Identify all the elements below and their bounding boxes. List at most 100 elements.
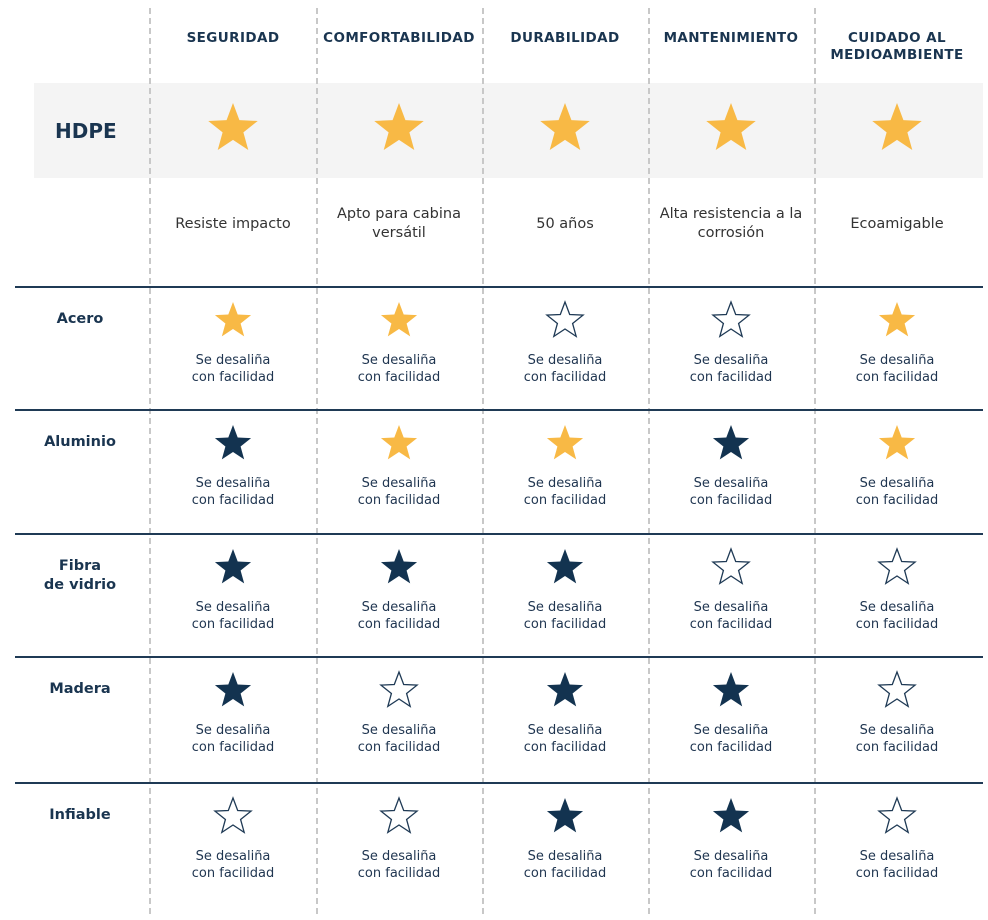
cell-note-line: Se desaliña (195, 476, 271, 491)
cell-note-line: con facilidad (357, 370, 441, 385)
row-separator (15, 286, 983, 288)
star-navy-icon (546, 798, 584, 833)
material-label: Madera (20, 680, 140, 699)
cell-note: Se desaliña con facilidad (153, 599, 313, 633)
star-navy-icon (214, 549, 252, 584)
star-gold-icon (872, 103, 922, 151)
cell-note-line: Se desaliña (361, 476, 437, 491)
cell-note-line: Se desaliña (361, 600, 437, 615)
star-navy-icon (214, 425, 252, 460)
cell-note: Se desaliña con facilidad (153, 475, 313, 509)
cell-note-line: con facilidad (357, 740, 441, 755)
hdpe-description: Alta resistencia a la corrosión (659, 206, 803, 241)
material-label-line: Acero (56, 311, 104, 327)
hdpe-description: Apto para cabina versátil (336, 206, 461, 241)
cell-note: Se desaliña con facilidad (319, 475, 479, 509)
cell-note-line: con facilidad (689, 493, 773, 508)
column-divider (814, 8, 816, 914)
star-navy-icon (712, 672, 750, 707)
row-separator (15, 409, 983, 411)
column-header-line: MANTENIMIENTO (663, 30, 799, 46)
star-navy-icon (546, 549, 584, 584)
star-outline-icon (379, 670, 419, 708)
cell-note-line: con facilidad (855, 617, 939, 632)
material-label-line: Infiable (49, 807, 111, 823)
cell-note-line: Se desaliña (361, 723, 437, 738)
cell-note-line: Se desaliña (195, 723, 271, 738)
star-gold-icon (374, 103, 424, 151)
cell-note-line: con facilidad (191, 370, 275, 385)
star-gold-icon (380, 425, 418, 460)
column-header: CUIDADO AL MEDIOAMBIENTE (817, 30, 977, 64)
star-outline-icon (213, 796, 253, 834)
cell-note-line: Se desaliña (693, 353, 769, 368)
cell-note-line: Se desaliña (527, 600, 603, 615)
material-label-line: Aluminio (44, 434, 116, 450)
cell-note-line: Se desaliña (361, 849, 437, 864)
cell-note-line: con facilidad (689, 617, 773, 632)
cell-note: Se desaliña con facilidad (319, 352, 479, 386)
cell-note: Se desaliña con facilidad (817, 722, 977, 756)
row-separator (15, 656, 983, 658)
cell-note-line: Se desaliña (859, 600, 935, 615)
cell-note-line: Se desaliña (195, 849, 271, 864)
cell-note-line: con facilidad (689, 866, 773, 881)
star-gold-icon (706, 103, 756, 151)
cell-note-line: Se desaliña (195, 353, 271, 368)
column-divider (482, 8, 484, 914)
cell-note-line: Se desaliña (195, 600, 271, 615)
cell-note: Se desaliña con facilidad (319, 848, 479, 882)
cell-note-line: Se desaliña (693, 476, 769, 491)
cell-note: Se desaliña con facilidad (485, 475, 645, 509)
cell-note-line: Se desaliña (859, 353, 935, 368)
column-divider (149, 8, 151, 914)
cell-note-line: Se desaliña (527, 353, 603, 368)
cell-note: Se desaliña con facilidad (153, 722, 313, 756)
cell-note-line: Se desaliña (693, 600, 769, 615)
star-outline-icon (379, 796, 419, 834)
cell-note-line: con facilidad (689, 370, 773, 385)
cell-note: Se desaliña con facilidad (817, 848, 977, 882)
cell-note-line: Se desaliña (361, 353, 437, 368)
cell-note-line: Se desaliña (527, 849, 603, 864)
cell-note-line: con facilidad (523, 866, 607, 881)
cell-note: Se desaliña con facilidad (651, 722, 811, 756)
cell-note-line: con facilidad (191, 866, 275, 881)
cell-note-line: con facilidad (523, 493, 607, 508)
cell-note-line: con facilidad (357, 617, 441, 632)
cell-note: Se desaliña con facilidad (485, 848, 645, 882)
material-label-line: Fibra (58, 558, 102, 574)
star-outline-icon (545, 300, 585, 338)
column-header-line: DURABILIDAD (510, 30, 620, 46)
cell-note: Se desaliña con facilidad (651, 352, 811, 386)
cell-note-line: con facilidad (191, 493, 275, 508)
hdpe-description: 50 años (536, 215, 594, 232)
cell-note-line: Se desaliña (693, 849, 769, 864)
column-header-line: SEGURIDAD (186, 30, 280, 46)
column-header: MANTENIMIENTO (651, 30, 811, 47)
star-navy-icon (380, 549, 418, 584)
column-header-line: MEDIOAMBIENTE (830, 47, 964, 63)
cell-note-line: con facilidad (855, 370, 939, 385)
column-header: DURABILIDAD (485, 30, 645, 47)
cell-note-line: Se desaliña (527, 476, 603, 491)
star-navy-icon (712, 798, 750, 833)
cell-note-line: Se desaliña (859, 723, 935, 738)
column-header-line: COMFORTABILIDAD (323, 30, 475, 46)
cell-note-line: Se desaliña (859, 476, 935, 491)
cell-note: Se desaliña con facilidad (651, 599, 811, 633)
cell-note: Se desaliña con facilidad (651, 475, 811, 509)
material-label-line: Madera (49, 681, 111, 697)
star-navy-icon (214, 672, 252, 707)
cell-note-line: con facilidad (523, 740, 607, 755)
star-gold-icon (878, 302, 916, 337)
star-gold-icon (540, 103, 590, 151)
hdpe-description: Resiste impacto (175, 215, 291, 232)
cell-note-line: con facilidad (523, 370, 607, 385)
material-label: Infiable (20, 806, 140, 825)
row-separator (15, 782, 983, 784)
star-navy-icon (546, 672, 584, 707)
cell-note: Se desaliña con facilidad (485, 722, 645, 756)
cell-note: Se desaliña con facilidad (817, 352, 977, 386)
cell-note: Se desaliña con facilidad (153, 352, 313, 386)
